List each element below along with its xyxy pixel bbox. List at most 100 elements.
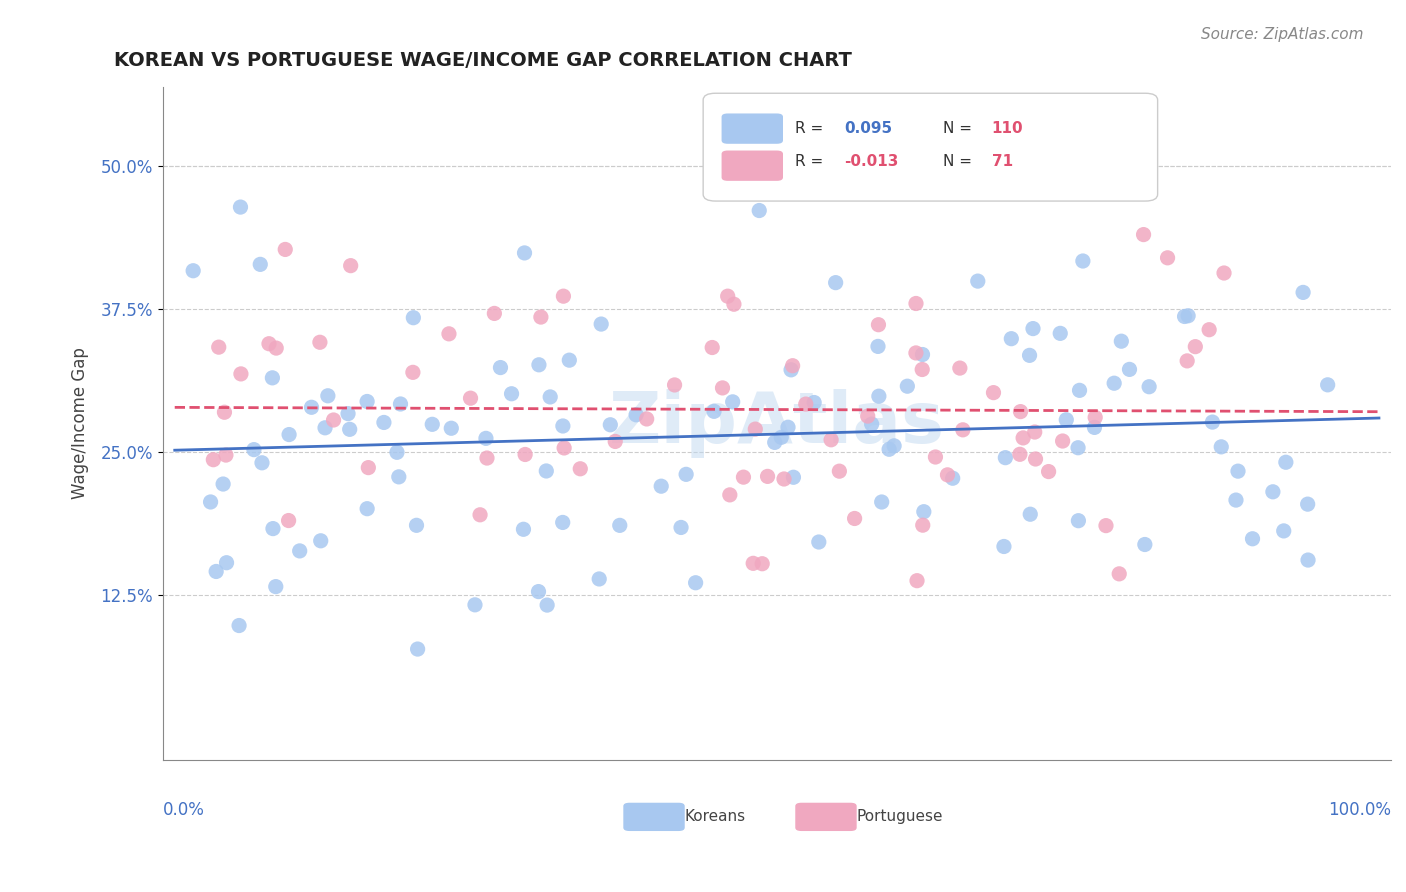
Point bbox=[264, 341, 287, 355]
Point bbox=[844, 511, 866, 525]
Point bbox=[860, 417, 883, 431]
FancyBboxPatch shape bbox=[623, 803, 685, 831]
Point bbox=[536, 464, 558, 478]
Point bbox=[756, 469, 779, 483]
Point bbox=[1156, 251, 1178, 265]
Point bbox=[866, 339, 889, 353]
Point bbox=[1069, 384, 1091, 398]
Point bbox=[1054, 413, 1077, 427]
Point bbox=[402, 365, 425, 379]
Point bbox=[1296, 497, 1319, 511]
Point bbox=[942, 471, 965, 485]
Point bbox=[702, 341, 724, 355]
Point bbox=[751, 557, 773, 571]
Point bbox=[1049, 326, 1071, 341]
Point bbox=[551, 516, 574, 530]
Point bbox=[527, 584, 550, 599]
Text: ZipAtlas: ZipAtlas bbox=[609, 389, 945, 458]
Point bbox=[636, 412, 658, 426]
Point bbox=[1177, 309, 1199, 323]
Point bbox=[257, 336, 280, 351]
Point bbox=[904, 296, 927, 310]
Point bbox=[316, 389, 339, 403]
Point bbox=[794, 397, 817, 411]
Point bbox=[309, 533, 332, 548]
Point bbox=[385, 445, 408, 459]
Text: Portuguese: Portuguese bbox=[856, 809, 943, 824]
Point bbox=[993, 540, 1015, 554]
Point bbox=[624, 408, 647, 422]
Point bbox=[339, 259, 361, 273]
Point bbox=[538, 390, 561, 404]
Point bbox=[513, 246, 536, 260]
Point bbox=[675, 467, 697, 482]
Point bbox=[588, 572, 610, 586]
Point bbox=[824, 276, 846, 290]
Point bbox=[782, 359, 804, 373]
Point bbox=[1198, 323, 1220, 337]
Point bbox=[262, 522, 284, 536]
Point bbox=[856, 409, 879, 423]
Point bbox=[1225, 493, 1247, 508]
Point bbox=[1175, 354, 1198, 368]
Point bbox=[773, 472, 796, 486]
Text: R =: R = bbox=[796, 120, 828, 136]
Point bbox=[1019, 507, 1042, 521]
Y-axis label: Wage/Income Gap: Wage/Income Gap bbox=[72, 348, 89, 500]
Point bbox=[1174, 310, 1197, 324]
Point bbox=[733, 470, 755, 484]
Point bbox=[1316, 377, 1339, 392]
Point bbox=[599, 417, 621, 432]
Point bbox=[558, 353, 581, 368]
Point bbox=[536, 598, 558, 612]
Point bbox=[1292, 285, 1315, 300]
Point bbox=[924, 450, 946, 464]
Point bbox=[513, 448, 536, 462]
Point bbox=[877, 442, 900, 457]
Point bbox=[1012, 431, 1035, 445]
Point bbox=[314, 421, 336, 435]
Point bbox=[912, 505, 935, 519]
Point bbox=[356, 394, 378, 409]
Text: Koreans: Koreans bbox=[685, 809, 745, 824]
Point bbox=[1084, 410, 1107, 425]
Point bbox=[1095, 518, 1118, 533]
Text: 0.095: 0.095 bbox=[845, 120, 893, 136]
Point bbox=[1067, 441, 1090, 455]
Point bbox=[650, 479, 672, 493]
Point bbox=[200, 495, 222, 509]
Point bbox=[1272, 524, 1295, 538]
Point bbox=[820, 433, 842, 447]
Point bbox=[489, 360, 512, 375]
Point bbox=[1227, 464, 1250, 478]
Point bbox=[440, 421, 463, 435]
Point bbox=[205, 565, 228, 579]
Point bbox=[264, 580, 287, 594]
Text: 110: 110 bbox=[991, 120, 1024, 136]
Point bbox=[1261, 484, 1284, 499]
Point bbox=[904, 346, 927, 360]
Point bbox=[770, 430, 793, 444]
Point bbox=[1052, 434, 1074, 448]
Point bbox=[868, 389, 890, 403]
Point bbox=[776, 420, 799, 434]
Text: N =: N = bbox=[942, 120, 977, 136]
Point bbox=[243, 442, 266, 457]
Point bbox=[339, 422, 361, 436]
Point bbox=[949, 361, 972, 376]
Point bbox=[356, 501, 378, 516]
Text: R =: R = bbox=[796, 154, 828, 169]
Point bbox=[512, 522, 534, 536]
Point bbox=[1132, 227, 1154, 242]
FancyBboxPatch shape bbox=[721, 151, 783, 181]
Point bbox=[1213, 266, 1236, 280]
Point bbox=[484, 306, 506, 320]
Point bbox=[747, 149, 769, 163]
Point bbox=[214, 405, 236, 419]
Point bbox=[212, 477, 235, 491]
Point bbox=[405, 518, 427, 533]
Point bbox=[1010, 404, 1032, 418]
Point bbox=[229, 367, 252, 381]
Point bbox=[605, 434, 627, 449]
Point bbox=[1184, 340, 1206, 354]
